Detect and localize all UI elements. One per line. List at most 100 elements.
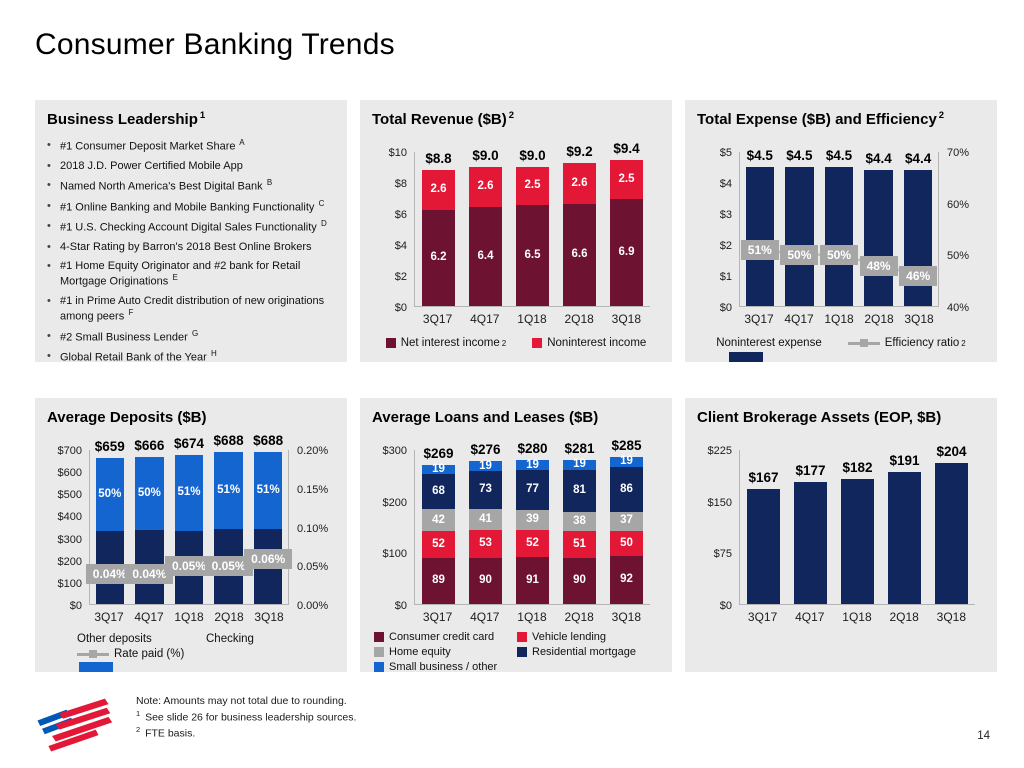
legend-line-marker: [89, 650, 97, 658]
bar-segment: 6.9: [609, 199, 644, 306]
y-axis-left: $5 $4 $3 $2 $1 $0: [697, 147, 739, 314]
segment-label: 91: [526, 573, 539, 586]
legend-swatch-icon: [517, 647, 527, 657]
y-axis-tick: $100: [382, 548, 407, 561]
list-item: • 2018 J.D. Power Certified Mobile App: [47, 159, 335, 173]
legend-item: Vehicle lending: [517, 631, 660, 643]
segment-label: 68: [432, 485, 445, 498]
segment-label: 6.2: [430, 251, 447, 264]
segment-label: 6.6: [571, 248, 588, 261]
bullet-superscript: F: [126, 307, 134, 317]
list-item: • Named North America's Best Digital Bank…: [47, 178, 335, 194]
y-axis-left: $10 $8 $6 $4 $2 $0: [372, 147, 414, 314]
bar-slot: 6.9 2.5 $9.4: [603, 141, 650, 306]
panel-title: Total Revenue ($B) 2: [372, 110, 660, 128]
bullet-text: #1 in Prime Auto Credit distribution of …: [60, 294, 325, 323]
category-label: 4Q17: [134, 610, 164, 624]
panel-title-text: Average Loans and Leases ($B): [372, 409, 599, 426]
bullet-text: 4-Star Rating by Barron's 2018 Best Onli…: [60, 241, 312, 254]
bar-segment: 68: [421, 474, 456, 510]
bullet-icon: •: [47, 329, 51, 342]
footnotes: Note: Amounts may not total due to round…: [136, 694, 356, 741]
segment-label: 2.5: [618, 172, 635, 185]
bullet-superscript: A: [237, 138, 245, 147]
category-label: 3Q17: [422, 312, 453, 326]
total-label: $4.5: [825, 147, 853, 163]
y-axis-tick: $10: [388, 147, 407, 159]
segment-label: 37: [620, 514, 633, 527]
bar-segment: 6.2: [421, 209, 456, 306]
bar-segment: 90: [468, 557, 503, 604]
bar-segment: 51%: [174, 454, 204, 531]
bar-segment: 86: [609, 467, 644, 512]
y-axis-left: $225 $150 $75 $0: [697, 445, 739, 612]
plot-row: $300 $200 $100 $0 89 52 42 68 19 $269 90 53 41 73 19 $2…: [372, 438, 660, 612]
legend-label: Noninterest income: [547, 337, 647, 349]
legend: Net interest income 2 Noninterest income: [372, 337, 660, 349]
bar-segment: 52: [515, 530, 550, 557]
panel-title-text: Total Revenue ($B): [372, 111, 507, 128]
bar-slot: 90 51 38 81 19 $281: [556, 441, 603, 604]
plot-area: $4.5 $4.5 $4.5 $4.4 $4.4 51% 50% 50% 48% 46%: [739, 148, 939, 307]
bar-segment: 19: [609, 455, 644, 468]
segment-label: 39: [526, 513, 539, 526]
y-axis-tick: 70%: [947, 147, 970, 159]
segment-label: 6.5: [524, 248, 541, 261]
total-label: $191: [889, 453, 920, 469]
bar-segment: 53: [468, 530, 503, 558]
total-label: $9.4: [613, 141, 640, 157]
line-value-label: 50%: [819, 245, 859, 266]
total-label: $9.0: [472, 147, 499, 163]
segment-label: 51%: [217, 483, 241, 496]
average-deposits-chart: $700 $600 $500 $400 $300 $200 $100 $0 50% $659 50%…: [47, 433, 335, 672]
legend: Consumer credit card Vehicle lending Home …: [374, 631, 660, 673]
segment-label: 19: [620, 455, 633, 468]
panel-client-brokerage: Client Brokerage Assets (EOP, $B) $225 $1…: [685, 398, 997, 672]
legend-label: Small business / other: [389, 661, 498, 673]
bullet-text: #1 Online Banking and Mobile Banking Fun…: [60, 198, 325, 214]
category-label: 4Q17: [795, 610, 825, 624]
bar-segment: 51: [562, 531, 597, 558]
plot-row: $700 $600 $500 $400 $300 $200 $100 $0 50% $659 50%…: [47, 433, 335, 612]
bar-slot: $204: [928, 444, 975, 604]
bar-segment: 2.5: [609, 160, 644, 200]
total-label: $182: [842, 459, 873, 475]
average-loans-chart: $300 $200 $100 $0 89 52 42 68 19 $269 90 53 41 73 19 $2…: [372, 438, 660, 673]
list-item: • #1 Home Equity Originator and #2 bank f…: [47, 259, 335, 289]
footnote-superscript: 1: [136, 708, 141, 718]
y-axis-tick: $75: [713, 548, 732, 561]
bar-slot: $191: [881, 450, 928, 604]
total-label: $167: [748, 469, 779, 485]
segment-label: 89: [432, 574, 445, 587]
legend-line-marker-icon: [847, 338, 880, 348]
segment-label: 50%: [98, 487, 122, 500]
segment-label: 86: [620, 482, 633, 495]
bullet-superscript: B: [264, 177, 273, 187]
category-label: 2Q18: [864, 312, 894, 326]
bar-slot: $4.5: [819, 148, 859, 306]
panel-title-text: Total Expense ($B) and Efficiency: [697, 111, 937, 128]
category-label: 4Q17: [784, 312, 814, 326]
panel-total-expense: Total Expense ($B) and Efficiency 2 $5 $4 $…: [685, 100, 997, 362]
segment-label: 38: [573, 514, 586, 527]
bar-segment: 39: [515, 509, 550, 531]
legend-item: Small business / other: [374, 661, 517, 673]
legend-superscript: 2: [501, 338, 507, 348]
total-label: $269: [423, 445, 454, 461]
bullet-text: #2 Small Business Lender G: [60, 328, 199, 344]
bullet-superscript: E: [170, 273, 178, 283]
bar-segment: [840, 478, 875, 604]
bar-segment: 50: [609, 530, 644, 557]
bullet-text: #1 U.S. Checking Account Digital Sales F…: [60, 219, 327, 234]
bar-segment: 77: [515, 470, 550, 510]
list-item: • #1 in Prime Auto Credit distribution of…: [47, 294, 335, 324]
panel-total-revenue: Total Revenue ($B) 2 $10 $8 $6 $4 $2 $0 6.2 2.6 $…: [360, 100, 672, 362]
total-label: $4.4: [865, 150, 892, 166]
category-label: 3Q18: [936, 610, 967, 624]
category-label: 3Q18: [904, 312, 934, 326]
y-axis-tick: $2: [394, 271, 407, 283]
line-value-label: 0.06%: [244, 548, 293, 569]
category-label: 3Q18: [611, 312, 642, 326]
line-value-label: 51%: [740, 240, 779, 261]
category-label: 1Q18: [517, 312, 547, 326]
